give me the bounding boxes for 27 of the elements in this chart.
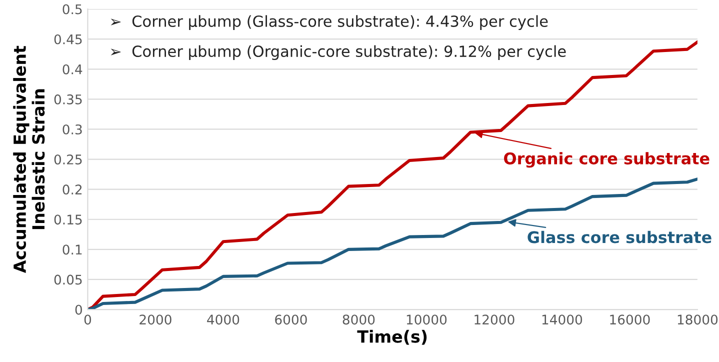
y-tick-label: 0.15 [54,214,82,225]
y-tick-label: 0 [75,304,82,315]
y-tick-label: 0.35 [54,94,82,104]
y-tick-label: 0.2 [62,184,82,195]
annotation: Glass core substrate [528,230,712,244]
x-axis-title: Time(s) [357,330,427,345]
annotation: Organic core substrate [504,152,710,168]
y-tick-label: 0.1 [62,244,82,255]
x-tick-label: 12000 [474,314,514,325]
y-tick-label: 0.25 [54,154,82,164]
y-tick-label: 0.5 [62,4,82,14]
y-tick-label: 0.3 [62,124,82,134]
x-tick-label: 6000 [275,314,307,325]
y-axis-title: Accumulated Equivalent Inelastic Strain [13,46,45,273]
x-tick-label: 18000 [678,314,718,325]
y-tick-label: 0.05 [54,274,82,285]
x-tick-label: 2000 [140,314,172,325]
y-tick-label: 0.45 [54,34,82,44]
annotation: ➢ Corner µbump (Glass-core substrate): 4.43% per cycle [110,15,548,30]
x-tick-label: 4000 [207,314,240,325]
x-tick-label: 0 [84,314,92,325]
x-tick-label: 14000 [542,314,582,325]
x-tick-label: 10000 [406,314,447,325]
annotation: ➢ Corner µbump (Organic-core substrate): 9.12% per cycle [110,45,566,60]
x-tick-label: 8000 [342,314,375,325]
x-tick-label: 16000 [610,314,650,325]
y-tick-label: 0.4 [62,64,82,74]
